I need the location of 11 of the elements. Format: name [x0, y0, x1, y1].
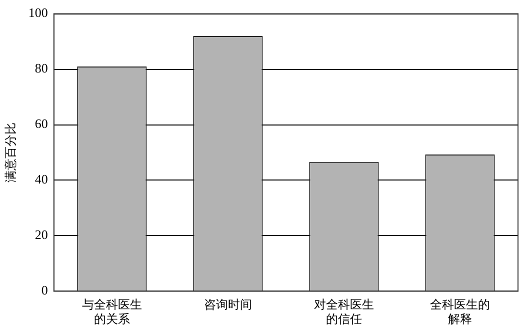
- y-tick-label: 0: [41, 282, 48, 298]
- y-tick-label: 60: [34, 116, 48, 132]
- y-tick-label: 20: [34, 227, 48, 242]
- x-tick-label: 咨询时间: [204, 298, 252, 312]
- y-tick-label: 40: [34, 172, 48, 187]
- y-axis-title: 满意百分比: [3, 122, 18, 182]
- y-tick-label: 100: [28, 5, 48, 20]
- y-tick-label: 80: [34, 60, 48, 76]
- x-tick-label: 对全科医生的信任: [314, 298, 374, 326]
- x-tick-label: 全科医生的解释: [430, 298, 490, 326]
- x-tick-label: 与全科医生的关系: [82, 298, 142, 326]
